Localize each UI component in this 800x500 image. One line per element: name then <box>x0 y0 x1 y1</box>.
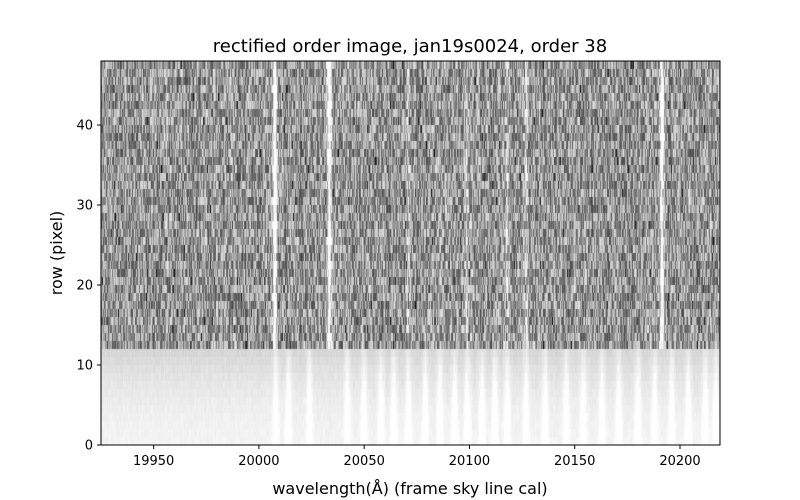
x-axis: 19950 20000 20050 20100 20150 20200 <box>133 445 701 469</box>
chart-title: rectified order image, jan19s0024, order… <box>213 36 607 57</box>
y-tick-label: 20 <box>76 279 93 294</box>
x-axis-label: wavelength(Å) (frame sky line cal) <box>272 479 547 498</box>
plot-frame <box>100 60 721 446</box>
y-tick-label: 10 <box>76 359 93 374</box>
y-tick-label: 40 <box>76 119 93 134</box>
x-tick-label: 20000 <box>238 454 279 469</box>
x-tick-label: 20200 <box>659 454 700 469</box>
plot-area <box>100 60 721 446</box>
x-tick-label: 20100 <box>449 454 490 469</box>
x-tick-label: 20050 <box>344 454 385 469</box>
heatmap-raster <box>101 61 720 445</box>
x-tick-label: 19950 <box>133 454 174 469</box>
y-tick-label: 0 <box>85 439 93 454</box>
y-axis: 0 10 20 30 40 <box>76 119 101 454</box>
y-axis-label: row (pixel) <box>47 211 66 296</box>
y-tick-label: 30 <box>76 199 93 214</box>
x-tick-label: 20150 <box>554 454 595 469</box>
